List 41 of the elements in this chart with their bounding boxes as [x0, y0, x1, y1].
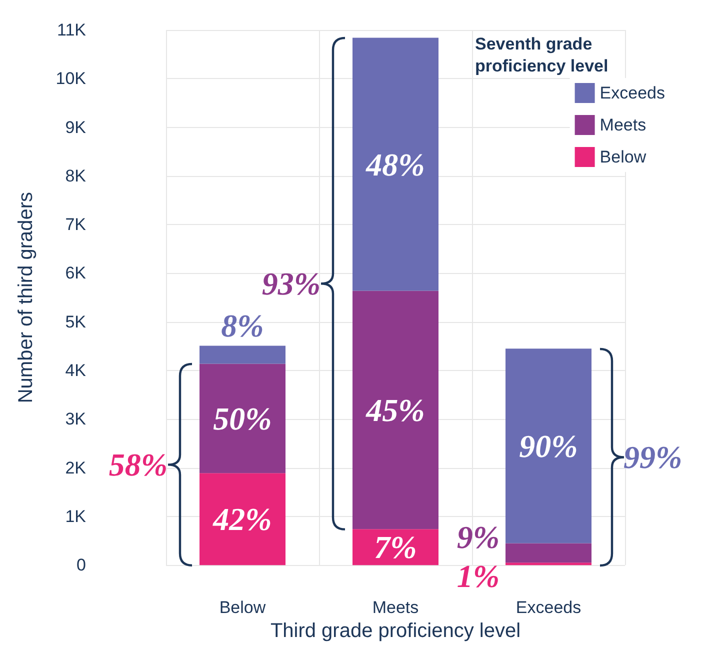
legend-label: Meets — [600, 116, 646, 134]
bar — [506, 543, 592, 563]
x-tick-label: Below — [219, 598, 266, 618]
bar — [506, 562, 592, 566]
annotation: 7% — [374, 529, 417, 566]
legend-label: Below — [600, 148, 647, 166]
x-tick-label: Exceeds — [516, 598, 582, 618]
annotation: 99% — [624, 438, 682, 475]
legend-title: Seventh grade proficiency level — [475, 34, 608, 76]
annotation: 45% — [365, 392, 425, 428]
annotation: 93% — [262, 265, 320, 302]
y-tick-label: 5K — [65, 312, 87, 332]
annotation: 1% — [456, 558, 500, 594]
bar — [200, 364, 286, 474]
annotation: 58% — [108, 446, 168, 482]
bar — [352, 38, 438, 291]
y-tick-label: 6K — [65, 264, 87, 283]
y-tick-label: 3K — [65, 410, 87, 429]
y-tick-label: 0 — [76, 556, 86, 575]
annotation: 50% — [213, 400, 272, 436]
y-tick-label: 7K — [65, 215, 87, 234]
y-tick-label: 9K — [65, 118, 87, 137]
x-axis-title: Third grade proficiency level — [270, 620, 521, 642]
legend-label: Exceeds — [600, 84, 665, 102]
y-axis-title: Number of third graders — [15, 192, 37, 404]
x-tick-label: Meets — [372, 598, 419, 618]
annotation: 42% — [212, 501, 272, 538]
bar — [200, 473, 286, 566]
bar — [200, 346, 286, 364]
annotation: 9% — [456, 518, 500, 555]
y-tick-label: 8K — [65, 166, 87, 186]
bar — [506, 348, 592, 544]
annotation: 90% — [519, 428, 578, 464]
y-tick-label: 4K — [65, 361, 87, 380]
y-tick-label: 11K — [57, 20, 87, 40]
y-tick-label: 10K — [56, 69, 87, 88]
y-tick-label: 2K — [65, 458, 87, 478]
annotation: 8% — [221, 308, 264, 344]
y-tick-label: 1K — [65, 506, 87, 526]
annotation: 48% — [365, 146, 425, 182]
bar — [352, 290, 438, 530]
